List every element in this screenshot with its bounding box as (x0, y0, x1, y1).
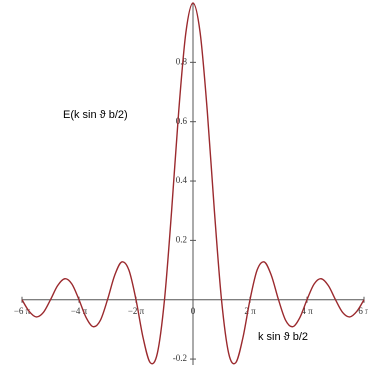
y-axis-label: E(k sin ϑ b/2) (63, 109, 128, 121)
y-tick-label: 0.4 (176, 175, 188, 185)
x-tick-label: −2 π (128, 306, 145, 316)
x-tick-label: −6 π (14, 306, 31, 316)
curve (21, 2, 365, 365)
x-axis-label: k sin ϑ b/2 (258, 331, 308, 343)
x-tick-label: 6 π (358, 306, 368, 316)
x-tick-label: −4 π (71, 306, 88, 316)
x-tick-label: 4 π (301, 306, 313, 316)
y-tick-label: -0.2 (173, 353, 187, 363)
y-tick-label: 0.2 (176, 234, 187, 244)
x-tick-label: 0 (191, 306, 196, 316)
y-tick-label: 0.8 (176, 56, 188, 66)
x-tick-label: 2 π (244, 306, 256, 316)
y-tick-label: 0.6 (176, 116, 188, 126)
